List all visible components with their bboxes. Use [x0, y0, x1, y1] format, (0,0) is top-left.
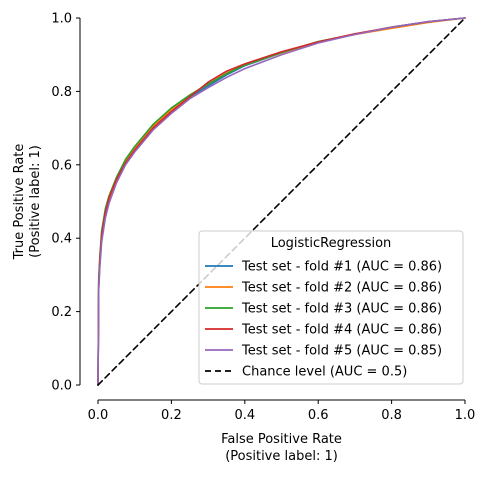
- y-tick-label: 0.2: [51, 305, 72, 320]
- y-tick-label: 0.4: [51, 232, 72, 247]
- legend-title: LogisticRegression: [271, 236, 392, 251]
- legend-label: Test set - fold #1 (AUC = 0.86): [241, 260, 442, 275]
- x-tick-label: 1.0: [455, 408, 476, 423]
- legend-label: Test set - fold #2 (AUC = 0.86): [241, 281, 442, 296]
- y-axis-label-sub: (Positive label: 1): [28, 145, 43, 258]
- y-tick-label: 0.0: [51, 379, 72, 394]
- y-axis-label: True Positive Rate: [12, 144, 27, 261]
- series-layer: [97, 17, 466, 386]
- x-tick-label: 0.8: [381, 408, 402, 423]
- roc-curve-fold-4: [97, 17, 466, 386]
- x-tick-label: 0.6: [308, 408, 329, 423]
- legend: LogisticRegression Test set - fold #1 (A…: [198, 230, 464, 385]
- chance-level-line: [97, 17, 466, 386]
- axes: [79, 18, 465, 401]
- legend-entries: Test set - fold #1 (AUC = 0.86) Test set …: [205, 260, 442, 380]
- legend-box: [198, 230, 464, 385]
- legend-label: Test set - fold #3 (AUC = 0.86): [241, 302, 442, 317]
- y-tick-label: 1.0: [51, 12, 72, 27]
- x-axis-label: False Positive Rate: [221, 432, 342, 447]
- y-tick-label: 0.6: [51, 158, 72, 173]
- legend-label: Test set - fold #5 (AUC = 0.85): [241, 344, 442, 359]
- roc-curve-fold-5: [97, 17, 466, 386]
- x-tick-label: 0.2: [161, 408, 182, 423]
- legend-label: Chance level (AUC = 0.5): [242, 365, 407, 380]
- x-axis-label-sub: (Positive label: 1): [225, 449, 338, 464]
- legend-label: Test set - fold #4 (AUC = 0.86): [241, 323, 442, 338]
- y-tick-label: 0.8: [51, 85, 72, 100]
- ticks: 0.0 0.2 0.4 0.6 0.8 1.0 0.0 0.2 0.4 0.6 0.8 1.0: [51, 12, 475, 424]
- x-tick-label: 0.4: [234, 408, 255, 423]
- x-tick-label: 0.0: [88, 408, 109, 423]
